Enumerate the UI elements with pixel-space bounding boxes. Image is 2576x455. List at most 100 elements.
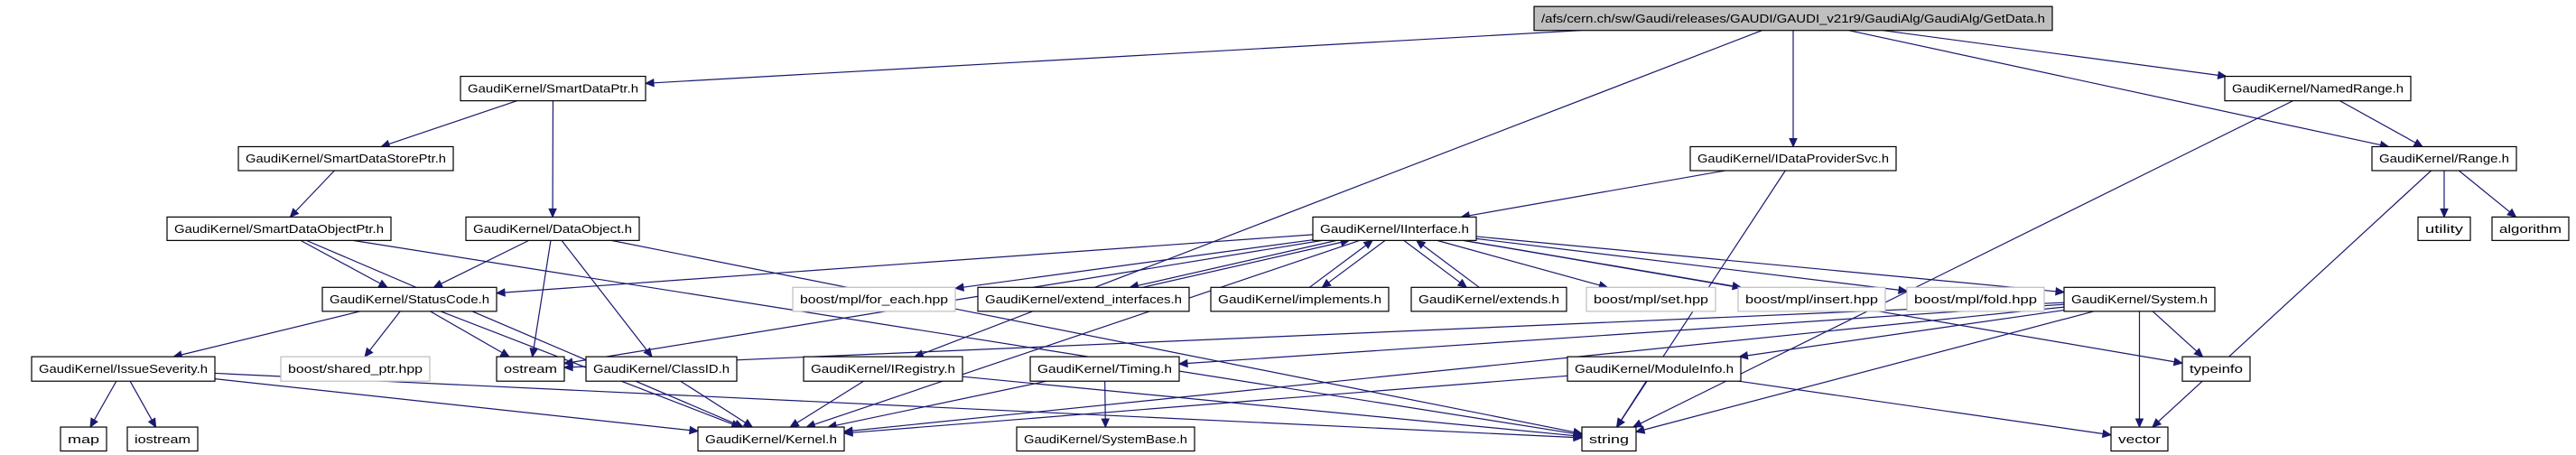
arrowhead-icon [1573, 431, 1584, 441]
node-implements[interactable]: GaudiKernel/implements.h [1210, 286, 1390, 312]
node-mplinsert[interactable]: boost/mpl/insert.hpp [1737, 286, 1886, 312]
node-box[interactable] [803, 356, 963, 382]
node-box[interactable] [1016, 426, 1195, 452]
node-classid[interactable]: GaudiKernel/ClassID.h [585, 356, 738, 382]
node-utility[interactable]: utility [2417, 216, 2471, 241]
node-box[interactable] [2110, 426, 2169, 452]
node-vector[interactable]: vector [2110, 426, 2169, 452]
node-label: boost/mpl/for_each.hpp [800, 292, 948, 306]
node-iostream[interactable]: iostream [126, 426, 199, 452]
node-box[interactable] [1581, 426, 1637, 452]
node-iregistry[interactable]: GaudiKernel/IRegistry.h [803, 356, 963, 382]
node-box[interactable] [1533, 5, 2053, 32]
node-box[interactable] [2491, 216, 2570, 241]
arrowhead-icon [1415, 239, 1427, 249]
edge-system-to-kernel [851, 306, 2065, 432]
node-box[interactable] [496, 356, 565, 382]
node-mplfold[interactable]: boost/mpl/fold.hpp [1906, 286, 2045, 312]
node-box[interactable] [2417, 216, 2471, 241]
node-ostream[interactable]: ostream [496, 356, 565, 382]
node-root[interactable]: /afs/cern.ch/sw/Gaudi/releases/GAUDI/GAU… [1533, 5, 2053, 32]
node-box[interactable] [1586, 286, 1716, 312]
node-box[interactable] [2224, 75, 2412, 102]
node-smartdataobjectptr[interactable]: GaudiKernel/SmartDataObjectPtr.h [166, 216, 392, 241]
node-box[interactable] [1029, 356, 1180, 382]
arrowhead-icon [2101, 429, 2113, 439]
node-map[interactable]: map [60, 426, 107, 452]
arrowhead-icon [1362, 239, 1374, 249]
node-box[interactable] [126, 426, 199, 452]
node-label: GaudiKernel/IInterface.h [1320, 222, 1469, 236]
node-mplset[interactable]: boost/mpl/set.hpp [1586, 286, 1716, 312]
edge-iinterface-to-system [1475, 236, 2057, 292]
node-box[interactable] [60, 426, 107, 452]
node-typeinfo[interactable]: typeinfo [2181, 356, 2251, 382]
node-kernel[interactable]: GaudiKernel/Kernel.h [697, 426, 845, 452]
node-box[interactable] [465, 216, 640, 241]
node-box[interactable] [585, 356, 738, 382]
node-box[interactable] [1906, 286, 2045, 312]
node-dataobject[interactable]: GaudiKernel/DataObject.h [465, 216, 640, 241]
node-extendinterfaces[interactable]: GaudiKernel/extend_interfaces.h [977, 286, 1190, 312]
node-box[interactable] [1567, 356, 1742, 382]
node-box[interactable] [697, 426, 845, 452]
node-issueseverity[interactable]: GaudiKernel/IssueSeverity.h [31, 356, 216, 382]
node-smartdataptr[interactable]: GaudiKernel/SmartDataPtr.h [460, 75, 646, 102]
node-box[interactable] [321, 286, 498, 312]
edge-iinterface-to-mplset [1437, 239, 1600, 286]
node-system[interactable]: GaudiKernel/System.h [2063, 286, 2216, 312]
node-label: boost/mpl/set.hpp [1594, 292, 1708, 306]
node-box[interactable] [460, 75, 646, 102]
node-box[interactable] [1410, 286, 1567, 312]
node-box[interactable] [1737, 286, 1886, 312]
node-label: GaudiKernel/IssueSeverity.h [39, 362, 208, 376]
node-smartdatastoreptr[interactable]: GaudiKernel/SmartDataStorePtr.h [237, 145, 454, 172]
node-string[interactable]: string [1581, 426, 1637, 452]
edge-iregistry-to-string [962, 376, 1575, 437]
node-statuscode[interactable]: GaudiKernel/StatusCode.h [321, 286, 498, 312]
node-box[interactable] [2181, 356, 2251, 382]
edge-range-to-vector [2158, 170, 2432, 422]
node-box[interactable] [1210, 286, 1390, 312]
node-moduleinfo[interactable]: GaudiKernel/ModuleInfo.h [1567, 356, 1742, 382]
edge-iinterface-to-extends [1403, 239, 1461, 283]
arrowhead-icon [499, 348, 511, 358]
node-box[interactable] [1689, 145, 1897, 172]
node-box[interactable] [792, 286, 956, 312]
node-label: /afs/cern.ch/sw/Gaudi/releases/GAUDI/GAU… [1541, 12, 2045, 25]
node-label: GaudiKernel/extend_interfaces.h [985, 292, 1182, 306]
arrowhead-icon [2440, 208, 2449, 218]
node-systembase[interactable]: GaudiKernel/SystemBase.h [1016, 426, 1195, 452]
node-box[interactable] [280, 356, 431, 382]
node-label: GaudiKernel/IRegistry.h [811, 362, 955, 376]
node-extends[interactable]: GaudiKernel/extends.h [1410, 286, 1567, 312]
node-idataprovidersvc[interactable]: GaudiKernel/IDataProviderSvc.h [1689, 145, 1897, 172]
edge-system-to-typeinfo [2152, 311, 2198, 352]
node-algorithm[interactable]: algorithm [2491, 216, 2570, 241]
node-box[interactable] [2063, 286, 2216, 312]
node-iinterface[interactable]: GaudiKernel/IInterface.h [1312, 216, 1477, 241]
arrowhead-icon [914, 349, 925, 358]
node-label: typeinfo [2190, 362, 2243, 376]
node-sharedptr[interactable]: boost/shared_ptr.hpp [280, 356, 431, 382]
node-label: GaudiKernel/StatusCode.h [330, 292, 489, 306]
arrowhead-icon [1634, 425, 1646, 434]
edge-smartdataobjectptr-to-string [353, 239, 1575, 434]
node-foreach[interactable]: boost/mpl/for_each.hpp [792, 286, 956, 312]
edge-timing-to-kernel [835, 380, 1047, 426]
arrowhead-icon [789, 418, 800, 428]
node-box[interactable] [2371, 145, 2517, 172]
node-box[interactable] [1312, 216, 1477, 241]
arrowhead-icon [1632, 419, 1643, 428]
node-namedrange[interactable]: GaudiKernel/NamedRange.h [2224, 75, 2412, 102]
edge-extends-to-iinterface [1422, 245, 1480, 288]
node-timing[interactable]: GaudiKernel/Timing.h [1029, 356, 1180, 382]
node-box[interactable] [31, 356, 216, 382]
node-box[interactable] [237, 145, 454, 172]
node-range[interactable]: GaudiKernel/Range.h [2371, 145, 2517, 172]
node-box[interactable] [166, 216, 392, 241]
edge-implements-to-iinterface [1308, 245, 1367, 288]
node-box[interactable] [977, 286, 1190, 312]
node-label: string [1589, 432, 1629, 446]
